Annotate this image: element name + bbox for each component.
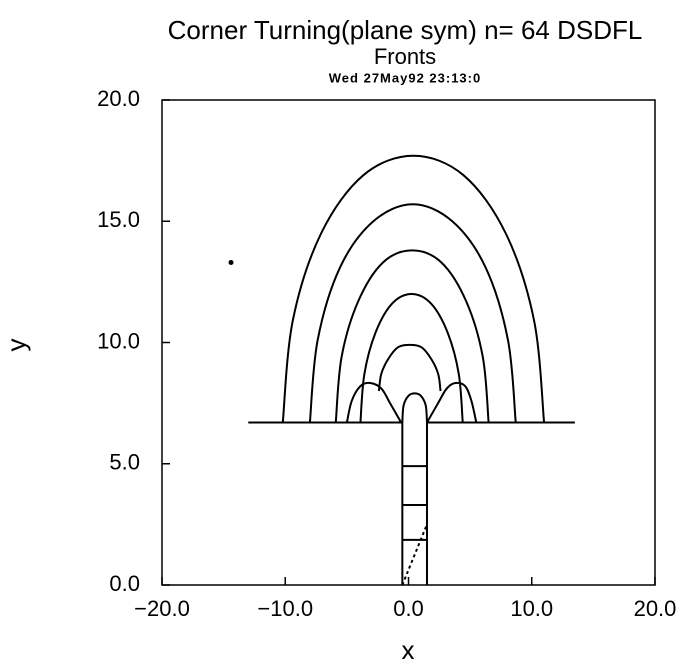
front [308,203,517,423]
point [228,259,234,265]
timestamp: Wed 27May92 23:13:0 [329,70,481,85]
y-tick-label: 10.0 [97,328,140,353]
front [334,249,490,423]
x-tick-label: −10.0 [257,596,313,621]
x-tick-label: −20.0 [134,596,190,621]
front [401,392,428,423]
front [359,292,464,423]
x-tick-label: 10.0 [510,596,553,621]
dotted-line [401,523,428,586]
x-axis-label: x [402,635,415,665]
x-tick-label: 0.0 [393,596,424,621]
plot-frame [161,99,656,586]
front [345,381,402,424]
x-tick-label: 20.0 [634,596,677,621]
front [377,343,442,392]
y-axis-label: y [1,339,31,352]
chart-title: Corner Turning(plane sym) n= 64 DSDFL [168,15,643,45]
chart-subtitle: Fronts [374,44,436,69]
y-tick-label: 0.0 [109,571,140,596]
y-tick-label: 15.0 [97,207,140,232]
y-tick-label: 20.0 [97,86,140,111]
y-tick-label: 5.0 [109,450,140,475]
front [426,381,478,424]
front [281,154,546,423]
